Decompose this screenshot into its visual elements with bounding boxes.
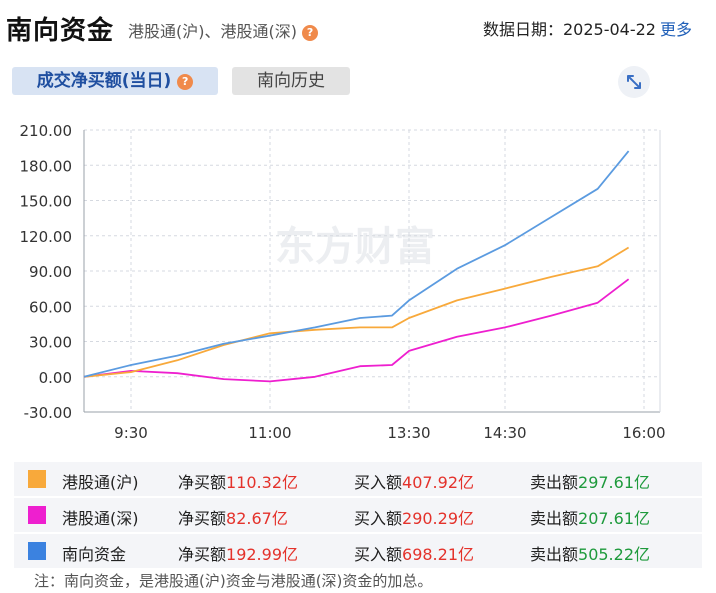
net-value: 110.32亿: [226, 473, 299, 492]
legend-row-sh: 港股通(沪) 净买额110.32亿 买入额407.92亿 卖出额297.61亿: [14, 462, 702, 496]
buy-value: 407.92亿: [402, 473, 475, 492]
legend-name: 港股通(深): [62, 509, 139, 528]
series-line: [83, 246, 630, 378]
date-value: 2025-04-22: [563, 20, 656, 39]
y-tick-label: 30.00: [29, 334, 72, 352]
buy-amount: 买入额407.92亿: [354, 469, 474, 493]
y-tick-label: 150.00: [20, 193, 73, 211]
line-chart: 东方财富 210.00 180.00 150.00 120.00 90.00 60.00 30…: [20, 122, 666, 442]
page-subtitle: 港股通(沪)、港股通(深) ?: [128, 18, 319, 42]
net-buy: 净买额82.67亿: [178, 505, 288, 529]
sell-label: 卖出额: [530, 473, 579, 492]
x-tick-label: 11:00: [248, 424, 291, 442]
y-tick-label: 120.00: [20, 228, 73, 246]
page-title: 南向资金: [6, 16, 115, 46]
net-label: 净买额: [178, 473, 227, 492]
expand-icon[interactable]: [618, 66, 650, 98]
sell-label: 卖出额: [530, 509, 579, 528]
x-tick-label: 16:00: [622, 424, 665, 442]
sell-amount: 卖出额505.22亿: [530, 541, 650, 565]
net-buy: 净买额110.32亿: [178, 469, 298, 493]
sell-value: 297.61亿: [578, 473, 651, 492]
buy-label: 买入额: [354, 545, 403, 564]
buy-amount: 买入额290.29亿: [354, 505, 474, 529]
x-tick-label: 14:30: [483, 424, 526, 442]
sell-value: 505.22亿: [578, 545, 651, 564]
subtitle-text: 港股通(沪)、港股通(深): [128, 22, 297, 41]
y-tick-label: 0.00: [39, 369, 72, 387]
net-buy: 净买额192.99亿: [178, 541, 298, 565]
series-line: [83, 150, 630, 378]
y-tick-label: 210.00: [20, 122, 73, 140]
watermark: 东方财富: [275, 224, 435, 270]
net-label: 净买额: [178, 545, 227, 564]
buy-value: 698.21亿: [402, 545, 475, 564]
footnote: 注：南向资金，是港股通(沪)资金与港股通(深)资金的加总。: [34, 572, 433, 590]
date-label: 数据日期：: [482, 20, 563, 39]
legend-row-sz: 港股通(深) 净买额82.67亿 买入额290.29亿 卖出额207.61亿: [14, 498, 702, 532]
buy-label: 买入额: [354, 473, 403, 492]
net-value: 192.99亿: [226, 545, 299, 564]
net-value: 82.67亿: [226, 509, 288, 528]
tab-label: 成交净买额(当日): [36, 71, 172, 91]
legend-row-total: 南向资金 净买额192.99亿 买入额698.21亿 卖出额505.22亿: [14, 534, 702, 568]
y-tick-label: 60.00: [29, 298, 72, 316]
data-date: 数据日期：2025-04-22 更多: [483, 16, 692, 40]
y-tick-label: 90.00: [29, 263, 72, 281]
sell-value: 207.61亿: [578, 509, 651, 528]
x-tick-label: 13:30: [387, 424, 430, 442]
buy-value: 290.29亿: [402, 509, 475, 528]
legend-swatch: [28, 470, 46, 488]
tab-southbound-history[interactable]: 南向历史: [232, 67, 350, 95]
legend-name: 港股通(沪): [62, 473, 139, 492]
tab-label: 南向历史: [257, 71, 325, 91]
legend: 港股通(沪) 净买额110.32亿 买入额407.92亿 卖出额297.61亿 …: [14, 462, 702, 570]
y-tick-label: 180.00: [20, 157, 73, 175]
more-link[interactable]: 更多: [659, 20, 692, 39]
header: 南向资金 港股通(沪)、港股通(深) ? 数据日期：2025-04-22 更多: [0, 0, 716, 56]
tab-net-buy-today[interactable]: 成交净买额(当日) ?: [12, 67, 218, 95]
buy-amount: 买入额698.21亿: [354, 541, 474, 565]
help-icon[interactable]: ?: [302, 25, 319, 41]
legend-swatch: [28, 542, 46, 560]
legend-swatch: [28, 506, 46, 524]
series-line: [83, 278, 630, 383]
legend-name: 南向资金: [62, 545, 127, 564]
help-icon[interactable]: ?: [177, 74, 194, 90]
sell-label: 卖出额: [530, 545, 579, 564]
sell-amount: 卖出额297.61亿: [530, 469, 650, 493]
x-tick-label: 9:30: [114, 424, 148, 442]
sell-amount: 卖出额207.61亿: [530, 505, 650, 529]
buy-label: 买入额: [354, 509, 403, 528]
net-label: 净买额: [178, 509, 227, 528]
y-tick-label: -30.00: [24, 404, 72, 422]
